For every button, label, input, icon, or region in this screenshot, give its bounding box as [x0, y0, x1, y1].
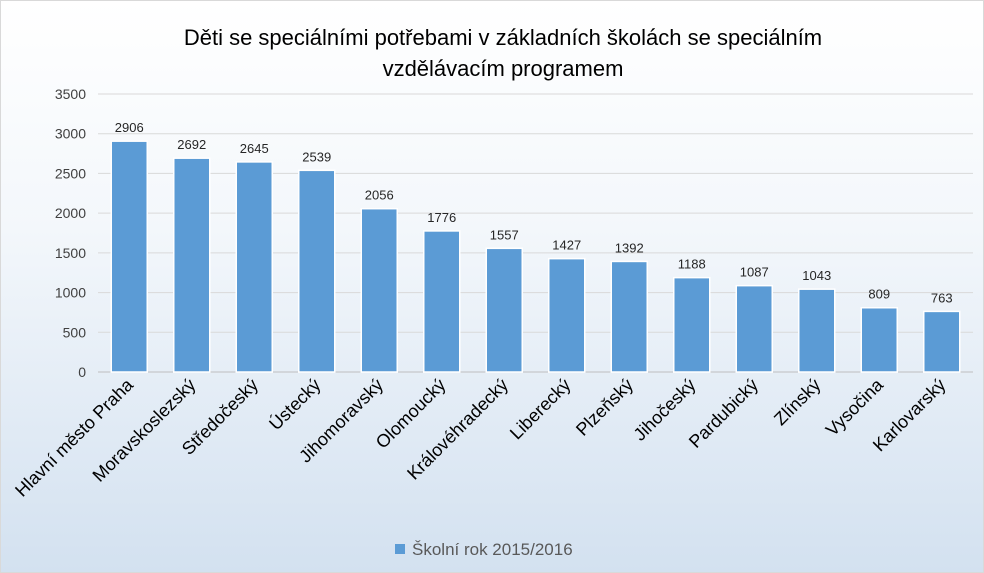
- bar: [298, 169, 336, 373]
- category-label: Hlavní město Praha: [11, 374, 138, 501]
- y-tick-label: 2500: [55, 165, 86, 181]
- legend: Školní rok 2015/2016: [395, 540, 573, 559]
- category-label: Liberecký: [506, 375, 575, 444]
- bar: [110, 140, 148, 373]
- y-tick-label: 3500: [55, 86, 86, 102]
- category-labels: Hlavní město PrahaMoravskoslezskýStředoč…: [11, 374, 949, 501]
- chart-title-line-1: Děti se speciálními potřebami v základní…: [184, 25, 822, 50]
- data-label: 2645: [240, 141, 269, 156]
- bar: [235, 161, 273, 373]
- y-tick-label: 500: [63, 324, 87, 340]
- data-label: 809: [868, 287, 890, 302]
- chart-title-line-2: vzdělávacím programem: [383, 56, 624, 81]
- y-tick-label: 2000: [55, 205, 86, 221]
- category-label: Vysočina: [822, 374, 888, 440]
- bar: [610, 260, 648, 373]
- bar: [548, 257, 586, 373]
- bar: [735, 284, 773, 373]
- gridlines: [98, 93, 973, 333]
- data-label: 1776: [427, 210, 456, 225]
- bar: [923, 310, 961, 373]
- bar: [673, 276, 711, 373]
- data-label: 2539: [302, 149, 331, 164]
- bar: [798, 288, 836, 373]
- y-tick-label: 0: [78, 364, 86, 380]
- y-tick-label: 1000: [55, 285, 86, 301]
- data-labels: 2906 2692 2645 2539 2056 1776 1557 1427 1392 1188…: [115, 120, 953, 305]
- data-label: 2906: [115, 120, 144, 135]
- bar: [173, 157, 211, 373]
- category-label: Ústecký: [264, 374, 324, 434]
- y-tick-label: 3000: [55, 126, 86, 142]
- bar: [360, 207, 398, 373]
- legend-label: Školní rok 2015/2016: [412, 540, 573, 559]
- data-label: 1557: [490, 227, 519, 242]
- data-label: 1043: [802, 268, 831, 283]
- legend-swatch: [395, 544, 405, 554]
- y-tick-label: 1500: [55, 245, 86, 261]
- data-label: 2692: [177, 137, 206, 152]
- data-label: 1392: [615, 240, 644, 255]
- data-label: 2056: [365, 188, 394, 203]
- y-axis-tick-labels: 0 500 1000 1500 2000 2500 3000 3500: [55, 86, 86, 380]
- category-label: Plzeňský: [572, 375, 637, 440]
- data-label: 1427: [552, 238, 581, 253]
- data-label: 763: [931, 290, 953, 305]
- data-label: 1188: [678, 257, 706, 272]
- bar: [423, 230, 461, 373]
- bar: [485, 247, 523, 373]
- data-label: 1087: [740, 265, 769, 280]
- category-label: Zlínský: [770, 375, 824, 429]
- bars: [110, 140, 961, 373]
- bar: [860, 306, 898, 373]
